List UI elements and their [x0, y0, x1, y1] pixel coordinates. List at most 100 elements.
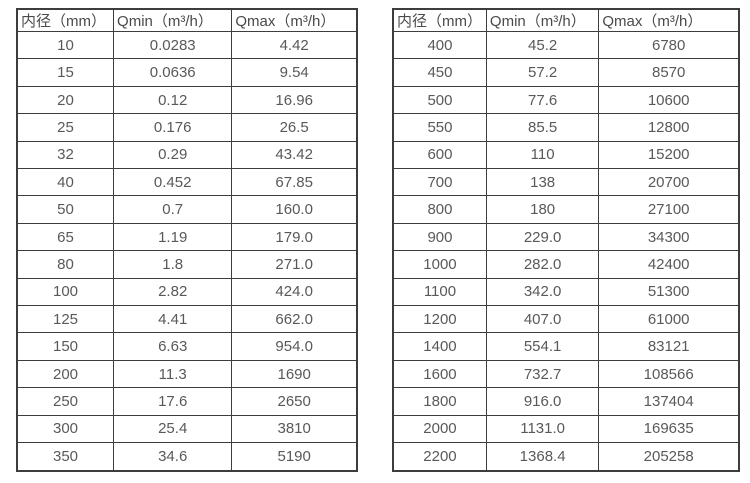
table-row: 1100 342.0 51300 — [392, 277, 740, 307]
table-row: 65 1.19 179.0 — [16, 222, 358, 252]
table-cell: 0.0636 — [113, 58, 233, 87]
table-cell: 6780 — [598, 30, 740, 60]
table-cell: 51300 — [598, 277, 740, 307]
table-row: 1000 282.0 42400 — [392, 250, 740, 279]
table-cell: 20 — [16, 85, 115, 115]
table-cell: 26.5 — [231, 113, 358, 142]
table-cell: 662.0 — [231, 305, 358, 334]
column-header: Qmax（m³/h） — [231, 8, 358, 32]
table-cell: 300 — [16, 414, 115, 444]
table-cell: 342.0 — [485, 277, 600, 307]
table-row: 1600 732.7 108566 — [392, 359, 740, 389]
table-cell: 16.96 — [231, 85, 358, 115]
flow-rate-table-large-diameters: 内径（mm） Qmin（m³/h） Qmax（m³/h） 400 45.2 6780 450… — [392, 8, 740, 472]
table-cell: 169635 — [598, 414, 740, 444]
table-cell: 282.0 — [485, 250, 600, 279]
table-cell: 350 — [16, 442, 115, 472]
table-cell: 2.82 — [113, 277, 233, 307]
table-cell: 1000 — [392, 250, 487, 279]
table-row: 350 34.6 5190 — [16, 442, 358, 472]
table-cell: 42400 — [598, 250, 740, 279]
table-cell: 17.6 — [113, 387, 233, 416]
table-row: 20 0.12 16.96 — [16, 85, 358, 115]
table-cell: 554.1 — [485, 332, 600, 361]
table-cell: 954.0 — [231, 332, 358, 361]
table-cell: 2000 — [392, 414, 487, 444]
table-cell: 10 — [16, 30, 115, 60]
table-cell: 125 — [16, 305, 115, 334]
table-cell: 180 — [485, 195, 600, 224]
column-header: 内径（mm） — [16, 8, 115, 32]
table-row: 2000 1131.0 169635 — [392, 414, 740, 444]
table-row: 500 77.6 10600 — [392, 85, 740, 115]
table-row: 200 11.3 1690 — [16, 359, 358, 389]
table-cell: 9.54 — [231, 58, 358, 87]
table-row: 550 85.5 12800 — [392, 113, 740, 142]
table-row: 1800 916.0 137404 — [392, 387, 740, 416]
table-cell: 900 — [392, 222, 487, 252]
table-row: 80 1.8 271.0 — [16, 250, 358, 279]
flow-rate-table-small-diameters: 内径（mm） Qmin（m³/h） Qmax（m³/h） 10 0.0283 4.42 15… — [16, 8, 358, 472]
table-row: 125 4.41 662.0 — [16, 305, 358, 334]
table-cell: 45.2 — [485, 30, 600, 60]
table-cell: 4.42 — [231, 30, 358, 60]
table-cell: 0.12 — [113, 85, 233, 115]
table-cell: 50 — [16, 195, 115, 224]
table-cell: 25 — [16, 113, 115, 142]
table-cell: 34300 — [598, 222, 740, 252]
table-row: 800 180 27100 — [392, 195, 740, 224]
table-cell: 800 — [392, 195, 487, 224]
table-cell: 150 — [16, 332, 115, 361]
column-header: Qmin（m³/h） — [485, 8, 600, 32]
table-cell: 80 — [16, 250, 115, 279]
table-cell: 1800 — [392, 387, 487, 416]
table-cell: 700 — [392, 168, 487, 197]
table-cell: 77.6 — [485, 85, 600, 115]
table-cell: 732.7 — [485, 359, 600, 389]
table-row: 150 6.63 954.0 — [16, 332, 358, 361]
header-row: 内径（mm） Qmin（m³/h） Qmax（m³/h） — [392, 8, 740, 32]
table-cell: 10600 — [598, 85, 740, 115]
table-cell: 407.0 — [485, 305, 600, 334]
table-cell: 450 — [392, 58, 487, 87]
table-cell: 500 — [392, 85, 487, 115]
table-row: 900 229.0 34300 — [392, 222, 740, 252]
table-row: 15 0.0636 9.54 — [16, 58, 358, 87]
table-cell: 1.8 — [113, 250, 233, 279]
table-row: 32 0.29 43.42 — [16, 140, 358, 170]
table-cell: 1400 — [392, 332, 487, 361]
table-cell: 6.63 — [113, 332, 233, 361]
header-row: 内径（mm） Qmin（m³/h） Qmax（m³/h） — [16, 8, 358, 32]
table-cell: 100 — [16, 277, 115, 307]
table-cell: 11.3 — [113, 359, 233, 389]
table-row: 700 138 20700 — [392, 168, 740, 197]
table-row: 40 0.452 67.85 — [16, 168, 358, 197]
table-cell: 40 — [16, 168, 115, 197]
table-row: 250 17.6 2650 — [16, 387, 358, 416]
table-cell: 250 — [16, 387, 115, 416]
table-cell: 110 — [485, 140, 600, 170]
table-cell: 0.176 — [113, 113, 233, 142]
table-row: 400 45.2 6780 — [392, 30, 740, 60]
table-row: 1400 554.1 83121 — [392, 332, 740, 361]
table-cell: 0.7 — [113, 195, 233, 224]
table-cell: 1690 — [231, 359, 358, 389]
table-row: 450 57.2 8570 — [392, 58, 740, 87]
table-cell: 108566 — [598, 359, 740, 389]
table-cell: 138 — [485, 168, 600, 197]
table-cell: 32 — [16, 140, 115, 170]
table-cell: 200 — [16, 359, 115, 389]
table-cell: 3810 — [231, 414, 358, 444]
table-cell: 1200 — [392, 305, 487, 334]
table-cell: 600 — [392, 140, 487, 170]
table-cell: 27100 — [598, 195, 740, 224]
table-cell: 2650 — [231, 387, 358, 416]
table-cell: 1100 — [392, 277, 487, 307]
table-cell: 85.5 — [485, 113, 600, 142]
table-row: 600 110 15200 — [392, 140, 740, 170]
table-row: 1200 407.0 61000 — [392, 305, 740, 334]
table-cell: 83121 — [598, 332, 740, 361]
table-cell: 205258 — [598, 442, 740, 472]
table-cell: 1368.4 — [485, 442, 600, 472]
table-cell: 8570 — [598, 58, 740, 87]
